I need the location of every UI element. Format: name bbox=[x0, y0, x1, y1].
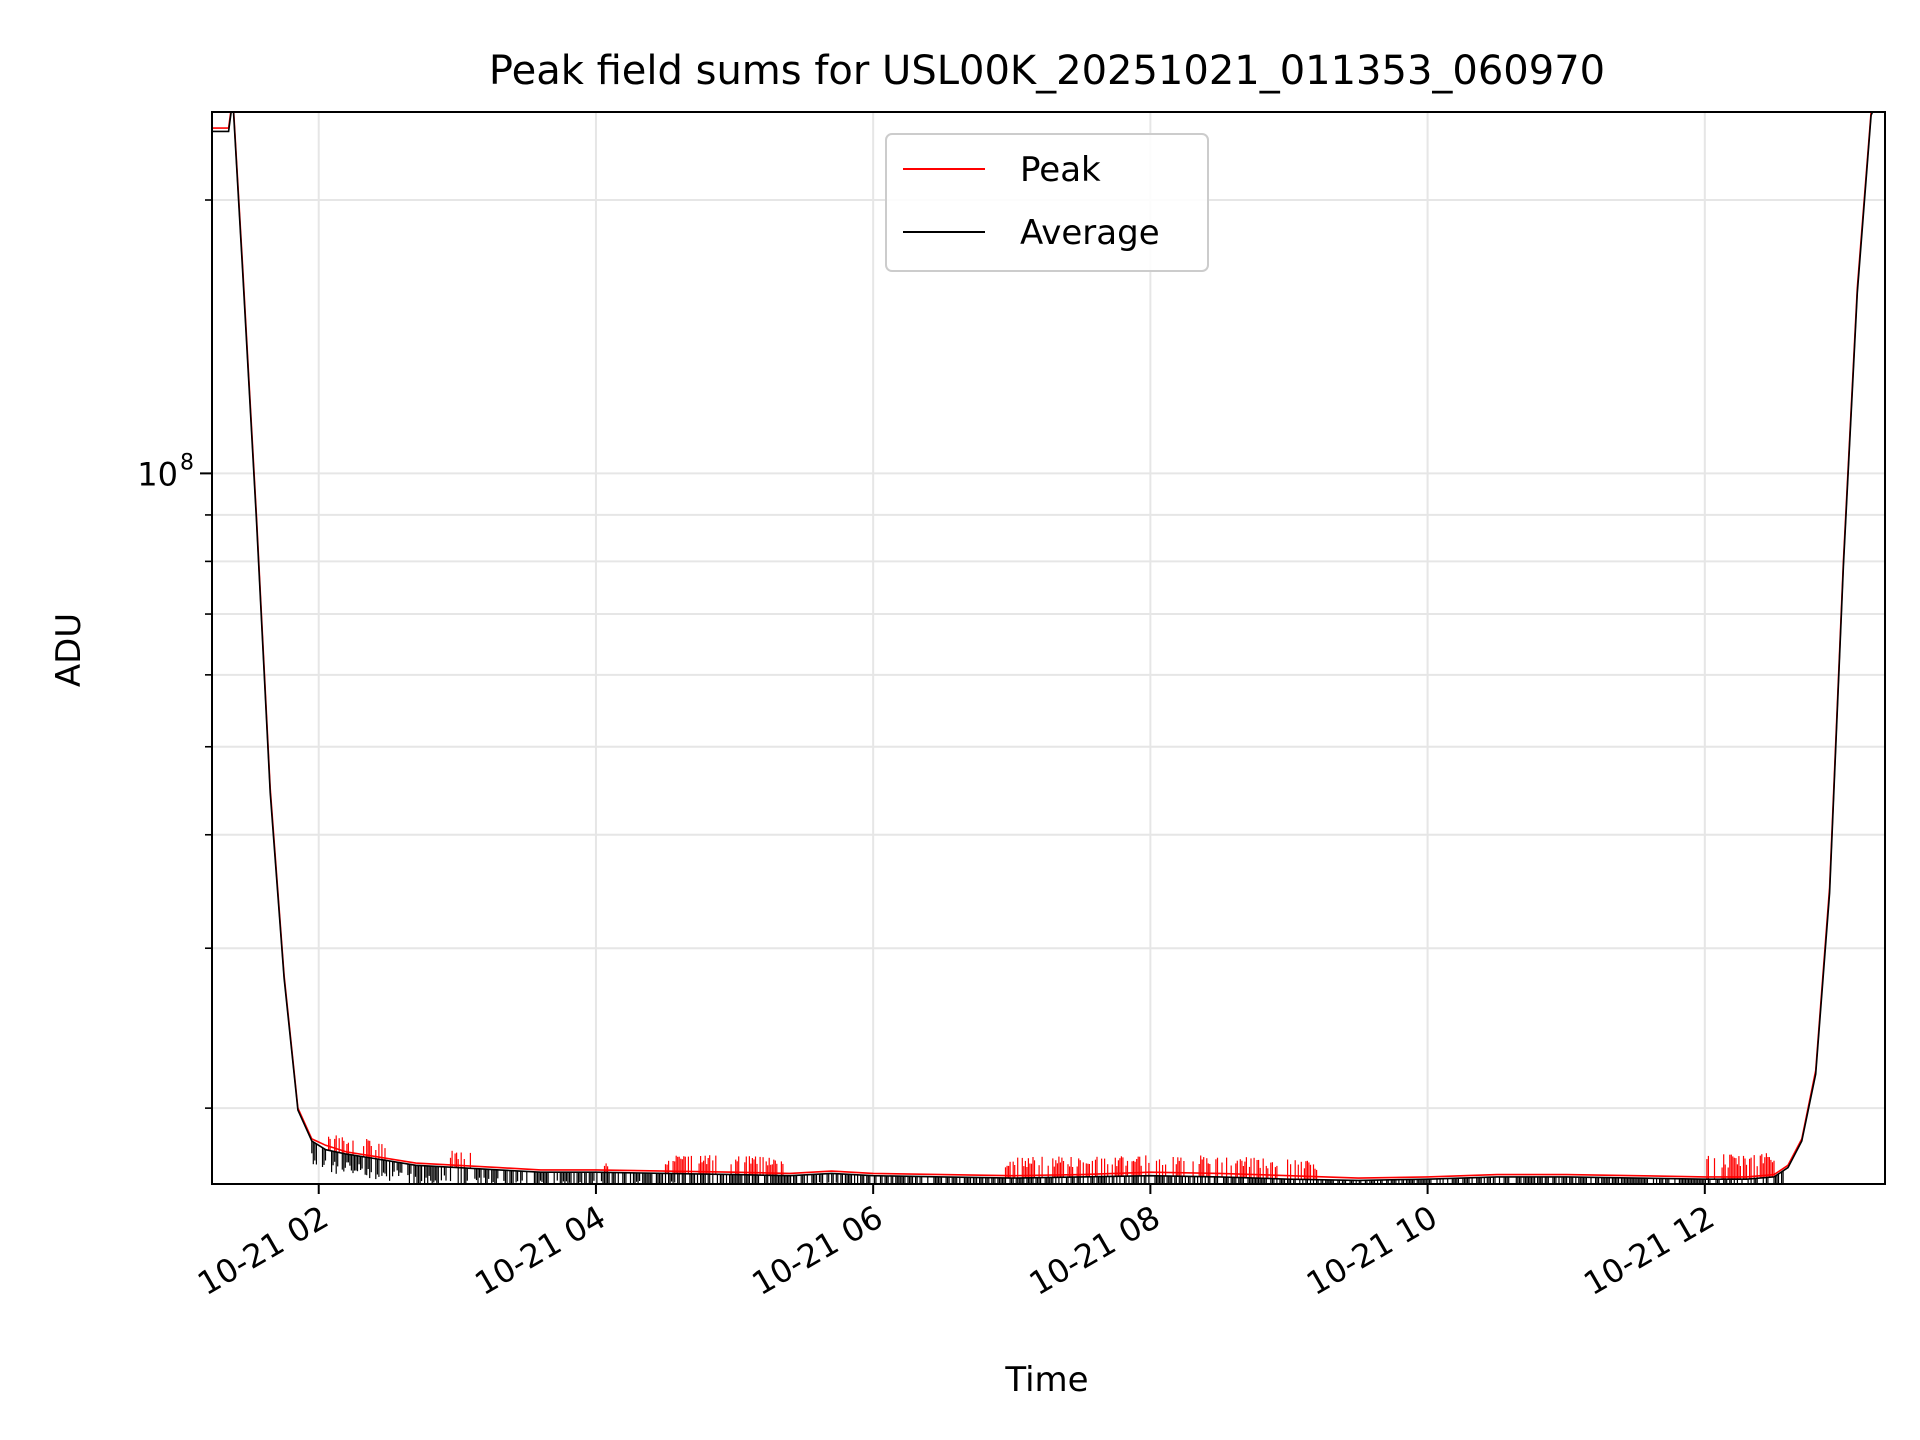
peak-series-line bbox=[212, 112, 1872, 1179]
y-tick-label-1e8: 10 8 bbox=[137, 450, 194, 493]
vertical-gridlines bbox=[317, 112, 1706, 1184]
x-axis-label: Time bbox=[1004, 1360, 1088, 1400]
horizontal-minor-gridlines bbox=[212, 199, 1885, 1110]
chart-title: Peak field sums for USL00K_20251021_0113… bbox=[489, 48, 1605, 94]
y-axis-ticks bbox=[200, 199, 212, 1109]
y-tick-exponent: 8 bbox=[180, 450, 194, 475]
legend-average-label: Average bbox=[1020, 213, 1160, 253]
legend: Peak Average bbox=[885, 133, 1209, 272]
plot-frame bbox=[211, 111, 1886, 1185]
y-tick-base: 10 bbox=[137, 455, 178, 493]
legend-peak-label: Peak bbox=[1020, 150, 1101, 190]
average-series-line bbox=[212, 112, 1874, 1182]
y-axis-label: ADU bbox=[49, 613, 89, 687]
